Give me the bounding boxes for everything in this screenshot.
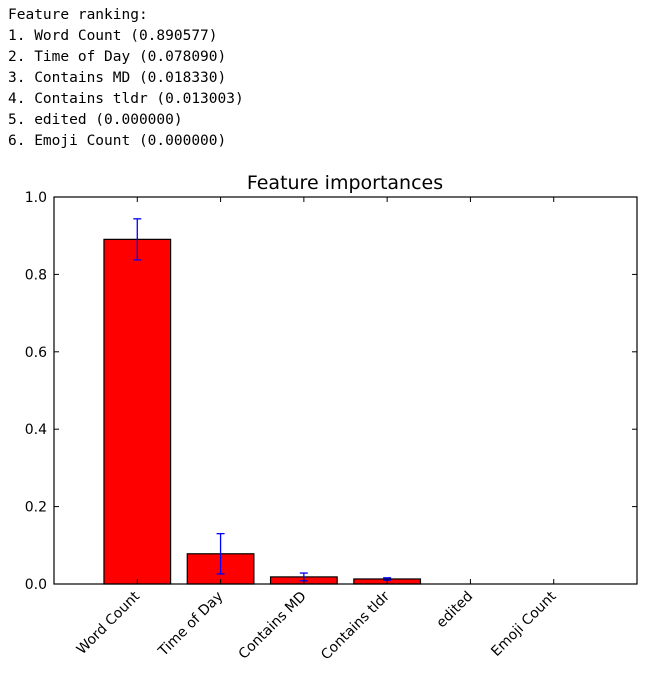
ranking-heading: Feature ranking: bbox=[8, 7, 148, 23]
x-tick-label-1: Time of Day bbox=[155, 589, 227, 661]
ranking-line-4: 4. Contains tldr (0.013003) bbox=[8, 91, 244, 107]
console-output: Feature ranking: 1. Word Count (0.890577… bbox=[8, 5, 244, 152]
x-tick-label-2: Contains MD bbox=[236, 589, 310, 663]
x-tick-label-3: Contains tldr bbox=[318, 588, 393, 663]
x-tick-label-0: Word Count bbox=[74, 588, 144, 658]
ranking-line-1: 1. Word Count (0.890577) bbox=[8, 28, 218, 44]
bar-0 bbox=[103, 238, 172, 585]
bars-group bbox=[103, 238, 422, 585]
y-tick-label-2: 0.4 bbox=[25, 422, 47, 438]
chart-title: Feature importances bbox=[247, 172, 443, 194]
feature-importance-chart: Feature importances Word Count Time of Da… bbox=[25, 172, 638, 663]
x-tick-label-5: Emoji Count bbox=[488, 588, 560, 660]
ranking-line-2: 2. Time of Day (0.078090) bbox=[8, 49, 227, 65]
ranking-line-3: 3. Contains MD (0.018330) bbox=[8, 70, 227, 86]
y-tick-label-0: 0.0 bbox=[25, 577, 47, 593]
ranking-line-5: 5. edited (0.000000) bbox=[8, 112, 183, 128]
y-tick-label-5: 1.0 bbox=[25, 190, 47, 206]
error-bars-group bbox=[133, 218, 392, 582]
y-tick-label-4: 0.8 bbox=[25, 267, 47, 283]
x-tick-label-4: edited bbox=[434, 589, 477, 632]
ranking-line-6: 6. Emoji Count (0.000000) bbox=[8, 133, 227, 149]
y-tick-label-3: 0.6 bbox=[25, 345, 47, 361]
y-tick-label-1: 0.2 bbox=[25, 500, 47, 516]
plot-frame bbox=[53, 196, 638, 585]
